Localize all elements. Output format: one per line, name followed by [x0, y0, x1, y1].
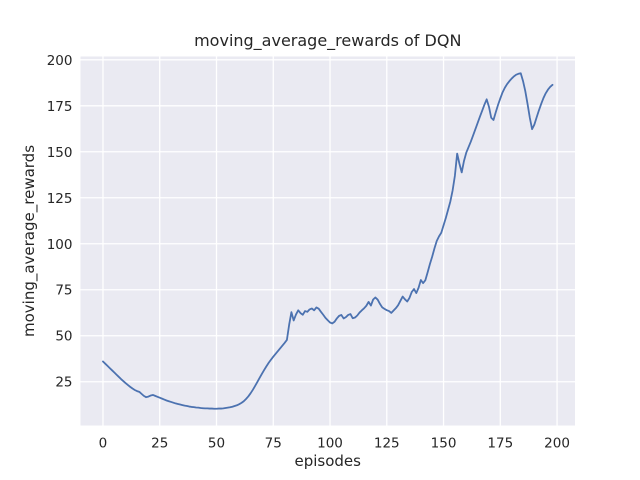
- x-tick-label: 150: [431, 436, 457, 452]
- x-tick-label: 100: [317, 436, 343, 452]
- y-axis-label: moving_average_rewards: [20, 145, 39, 337]
- x-tick-label: 125: [374, 436, 400, 452]
- x-tick-label: 175: [487, 436, 513, 452]
- x-tick-labels: 0 25 50 75 100 125 150 175 200: [99, 436, 570, 452]
- x-tick-label: 50: [208, 436, 225, 452]
- x-tick-label: 200: [544, 436, 570, 452]
- y-tick-label: 100: [47, 237, 73, 253]
- y-tick-label: 50: [55, 329, 72, 345]
- x-axis-label: episodes: [295, 452, 362, 470]
- series-lines: [102, 72, 554, 410]
- x-tick-label: 0: [99, 436, 108, 452]
- y-tick-label: 200: [47, 53, 73, 69]
- y-tick-label: 75: [55, 283, 72, 299]
- y-tick-label: 125: [47, 191, 73, 207]
- gridlines: [80, 56, 575, 426]
- y-tick-label: 25: [55, 375, 72, 391]
- y-tick-label: 150: [47, 145, 73, 161]
- moving-average-line: [102, 72, 554, 410]
- y-tick-labels: 25 50 75 100 125 150 175 200: [47, 53, 73, 391]
- x-tick-label: 75: [265, 436, 282, 452]
- chart-title: moving_average_rewards of DQN: [194, 31, 461, 51]
- y-tick-label: 175: [47, 99, 73, 115]
- x-tick-label: 25: [151, 436, 168, 452]
